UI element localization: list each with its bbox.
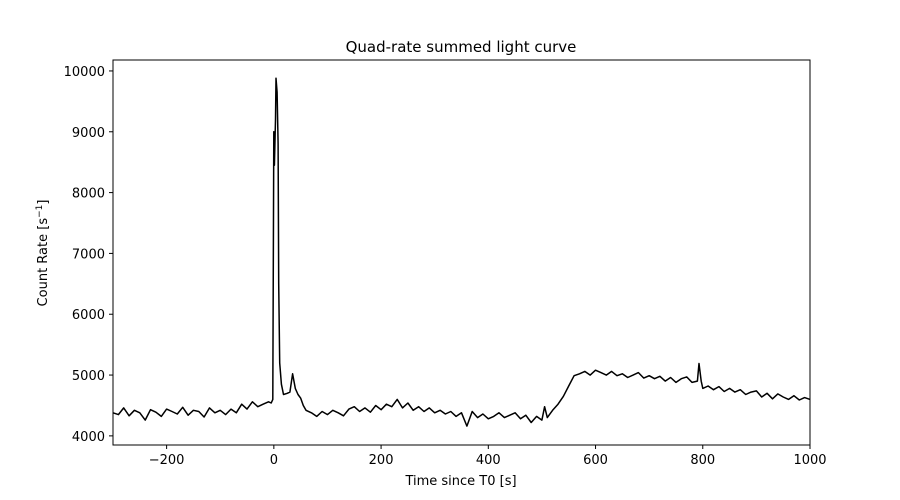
y-axis-title-exponent: −1 xyxy=(35,205,45,218)
y-axis-title-text: Count Rate [s xyxy=(36,218,51,307)
y-axis-title: Count Rate [s−1] xyxy=(35,200,51,307)
y-axis-title-bracket: ] xyxy=(36,200,51,205)
y-tick-label: 8000 xyxy=(72,187,105,202)
x-tick-label: 600 xyxy=(583,453,608,468)
y-tick-label: 7000 xyxy=(72,247,105,262)
y-tick-label: 9000 xyxy=(72,126,105,141)
series-line xyxy=(112,77,811,427)
plot-frame xyxy=(112,59,811,446)
x-tick-label: 1000 xyxy=(793,453,826,468)
chart-title: Quad-rate summed light curve xyxy=(346,38,577,56)
x-axis-title: Time since T0 [s] xyxy=(404,474,516,489)
y-tick-label: 5000 xyxy=(72,369,105,384)
x-tick-label: 200 xyxy=(369,453,394,468)
x-tick-label: 0 xyxy=(270,453,278,468)
series-layer xyxy=(112,77,811,427)
x-axis: −200 0 200 400 600 800 1000 xyxy=(149,445,827,468)
y-tick-label: 6000 xyxy=(72,308,105,323)
x-tick-label: 800 xyxy=(690,453,715,468)
y-tick-label: 10000 xyxy=(64,65,105,80)
x-tick-label: 400 xyxy=(476,453,501,468)
x-tick-label: −200 xyxy=(149,453,185,468)
y-axis: 4000 5000 6000 7000 8000 9000 10000 xyxy=(64,65,113,445)
y-tick-label: 4000 xyxy=(72,430,105,445)
